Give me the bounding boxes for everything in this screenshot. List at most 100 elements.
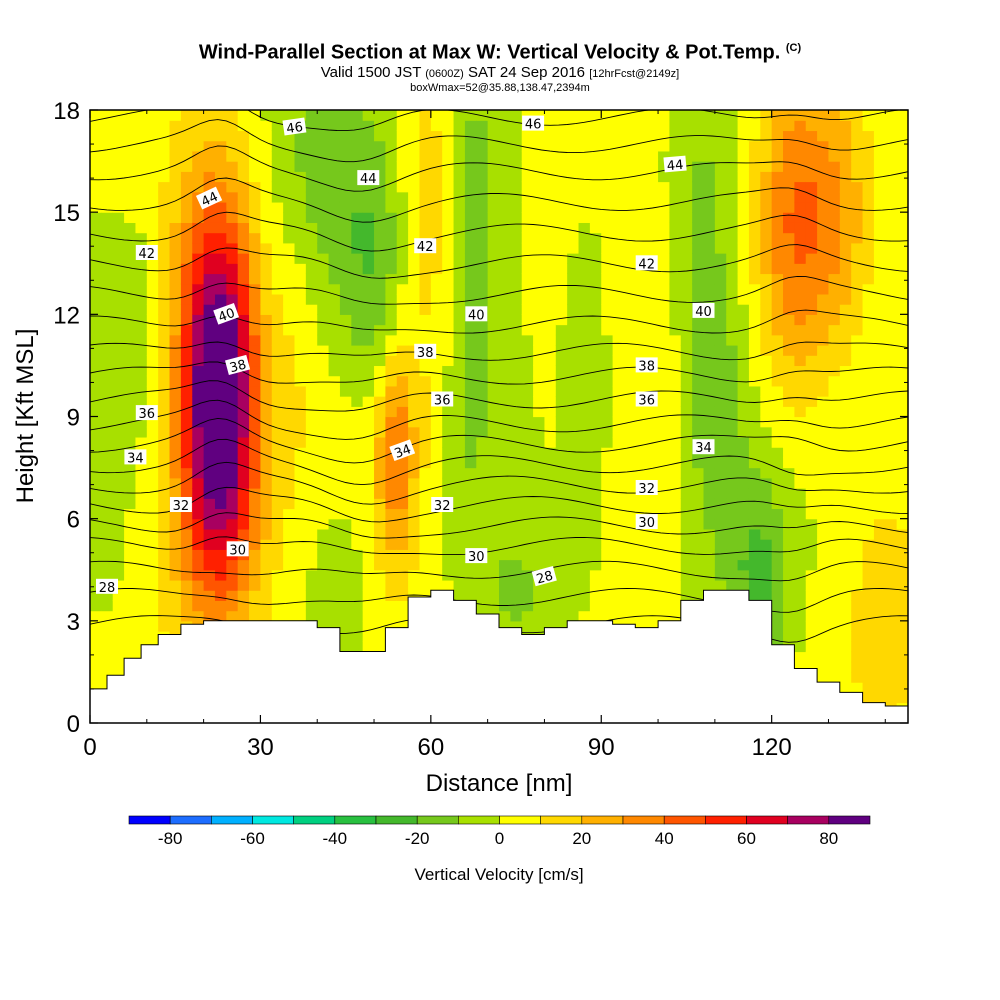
velocity-cell bbox=[453, 201, 466, 213]
velocity-cell bbox=[464, 457, 477, 469]
velocity-cell bbox=[589, 508, 602, 520]
velocity-cell bbox=[305, 590, 318, 601]
velocity-cell bbox=[783, 375, 795, 387]
velocity-cell bbox=[226, 171, 239, 183]
velocity-cell bbox=[214, 498, 227, 510]
velocity-cell bbox=[476, 334, 489, 346]
velocity-cell bbox=[862, 191, 875, 203]
velocity-cell bbox=[794, 232, 807, 244]
velocity-cell bbox=[419, 457, 432, 469]
velocity-cell bbox=[385, 579, 398, 591]
velocity-cell bbox=[817, 579, 830, 591]
velocity-cell bbox=[748, 344, 761, 356]
velocity-cell bbox=[419, 396, 432, 407]
velocity-cell bbox=[533, 528, 546, 540]
velocity-cell bbox=[578, 426, 591, 438]
velocity-cell bbox=[658, 273, 671, 285]
velocity-cell bbox=[748, 477, 761, 489]
velocity-cell bbox=[158, 140, 171, 152]
velocity-cell bbox=[408, 304, 421, 315]
velocity-cell bbox=[726, 130, 739, 142]
velocity-cell bbox=[851, 253, 864, 264]
velocity-cell bbox=[839, 590, 852, 601]
velocity-cell bbox=[896, 692, 908, 704]
velocity-cell bbox=[362, 457, 375, 469]
velocity-cell bbox=[180, 355, 193, 367]
velocity-cell bbox=[839, 661, 852, 673]
velocity-cell bbox=[135, 283, 148, 295]
velocity-cell bbox=[476, 385, 489, 397]
velocity-cell bbox=[271, 385, 284, 397]
velocity-cell bbox=[669, 263, 682, 275]
velocity-cell bbox=[601, 488, 614, 499]
velocity-cell bbox=[567, 579, 580, 591]
velocity-cell bbox=[533, 416, 546, 428]
velocity-cell bbox=[124, 293, 137, 305]
velocity-cell bbox=[226, 334, 239, 346]
velocity-cell bbox=[828, 631, 841, 642]
velocity-cell bbox=[90, 682, 102, 693]
velocity-cell bbox=[249, 212, 262, 223]
velocity-cell bbox=[635, 508, 648, 520]
velocity-cell bbox=[623, 181, 636, 193]
velocity-cell bbox=[351, 283, 364, 295]
theta-contour-39 bbox=[90, 341, 908, 361]
velocity-cell bbox=[158, 528, 171, 540]
velocity-cell bbox=[578, 130, 591, 142]
velocity-cell bbox=[567, 212, 580, 223]
velocity-cell bbox=[146, 631, 159, 642]
velocity-cell bbox=[158, 488, 171, 499]
velocity-cell bbox=[135, 344, 148, 356]
velocity-cell bbox=[896, 488, 908, 499]
velocity-cell bbox=[669, 212, 682, 223]
velocity-cell bbox=[851, 314, 864, 326]
velocity-cell bbox=[294, 508, 307, 520]
velocity-cell bbox=[680, 201, 693, 213]
velocity-cell bbox=[249, 191, 262, 203]
velocity-cell bbox=[305, 355, 318, 367]
velocity-cell bbox=[124, 651, 137, 663]
velocity-cell bbox=[589, 120, 602, 132]
velocity-cell bbox=[476, 150, 489, 162]
theta-contour-41 bbox=[90, 275, 908, 305]
velocity-cell bbox=[885, 579, 898, 591]
velocity-cell bbox=[703, 539, 716, 550]
velocity-cell bbox=[396, 212, 409, 223]
velocity-cell bbox=[805, 344, 818, 356]
velocity-cell bbox=[669, 508, 682, 520]
velocity-cell bbox=[658, 293, 671, 305]
velocity-cell bbox=[419, 559, 432, 571]
velocity-cell bbox=[112, 467, 125, 479]
velocity-cell bbox=[135, 375, 148, 387]
velocity-cell bbox=[385, 620, 398, 632]
velocity-cell bbox=[180, 508, 193, 520]
velocity-cell bbox=[328, 426, 341, 438]
velocity-cell bbox=[271, 110, 284, 121]
velocity-cell bbox=[90, 467, 102, 479]
velocity-cell bbox=[839, 355, 852, 367]
velocity-cell bbox=[748, 396, 761, 407]
velocity-cell bbox=[555, 253, 568, 264]
velocity-cell bbox=[101, 365, 114, 377]
velocity-cell bbox=[487, 528, 500, 540]
velocity-cell bbox=[692, 161, 705, 172]
velocity-cell bbox=[703, 150, 716, 162]
velocity-cell bbox=[726, 293, 739, 305]
velocity-cell bbox=[374, 457, 386, 469]
velocity-cell bbox=[374, 436, 386, 448]
velocity-cell bbox=[896, 539, 908, 550]
velocity-cell bbox=[737, 365, 750, 377]
velocity-cell bbox=[612, 559, 625, 571]
velocity-cell bbox=[510, 457, 523, 469]
velocity-cell bbox=[374, 385, 386, 397]
velocity-cell bbox=[646, 171, 659, 183]
velocity-cell bbox=[885, 344, 898, 356]
velocity-cell bbox=[271, 191, 284, 203]
velocity-cell bbox=[476, 140, 489, 152]
velocity-cell bbox=[794, 426, 807, 438]
velocity-cell bbox=[623, 477, 636, 489]
velocity-cell bbox=[408, 590, 421, 601]
velocity-cell bbox=[180, 283, 193, 295]
theta-label: 32 bbox=[431, 497, 454, 514]
velocity-cell bbox=[805, 161, 818, 172]
